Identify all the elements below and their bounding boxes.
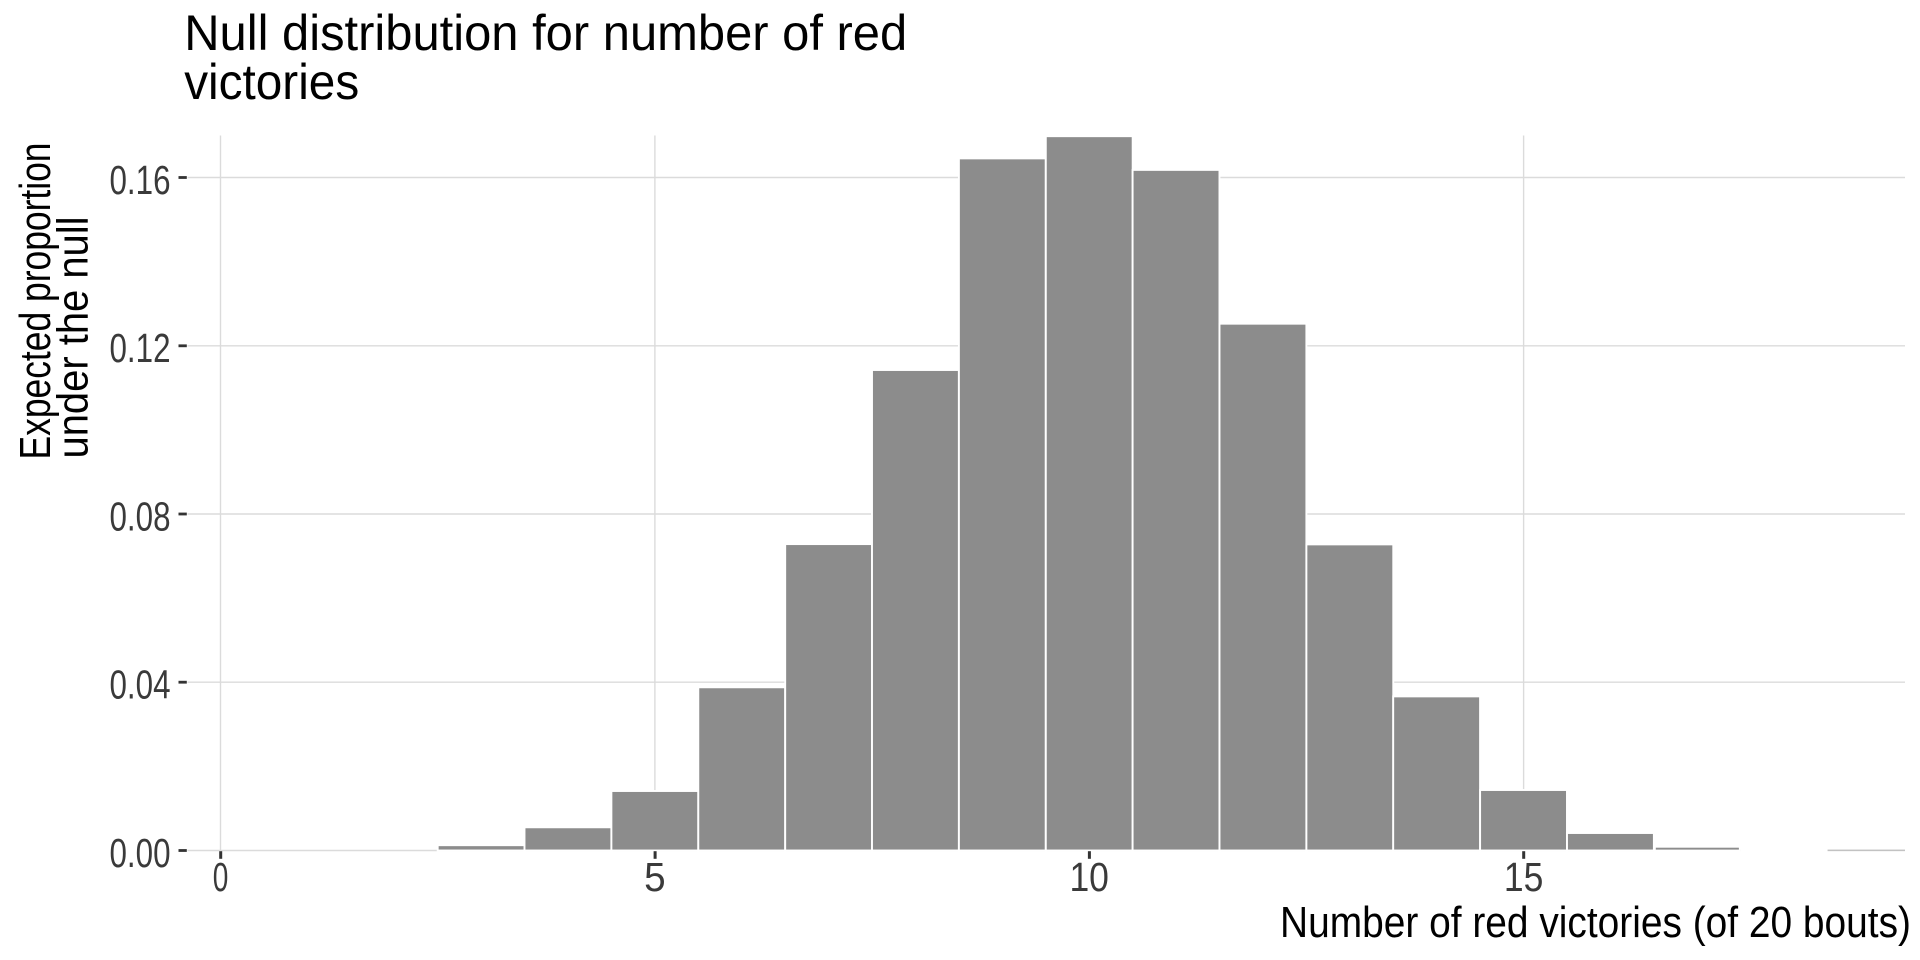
svg-text:10: 10 bbox=[1069, 854, 1109, 900]
svg-text:Null distribution for number o: Null distribution for number of red bbox=[184, 5, 907, 61]
svg-text:0: 0 bbox=[213, 854, 229, 900]
svg-text:under the null: under the null bbox=[49, 217, 98, 459]
svg-text:15: 15 bbox=[1504, 854, 1544, 900]
svg-text:0.12: 0.12 bbox=[110, 325, 171, 371]
svg-text:Expected proportion: Expected proportion bbox=[11, 143, 60, 460]
svg-text:0.08: 0.08 bbox=[110, 493, 171, 539]
svg-text:Number of red victories (of 20: Number of red victories (of 20 bouts) bbox=[1280, 898, 1911, 947]
svg-text:0.04: 0.04 bbox=[110, 662, 171, 708]
svg-text:victories: victories bbox=[184, 54, 359, 110]
svg-text:5: 5 bbox=[644, 854, 666, 900]
svg-text:0.00: 0.00 bbox=[110, 830, 171, 876]
svg-text:0.16: 0.16 bbox=[110, 157, 171, 203]
